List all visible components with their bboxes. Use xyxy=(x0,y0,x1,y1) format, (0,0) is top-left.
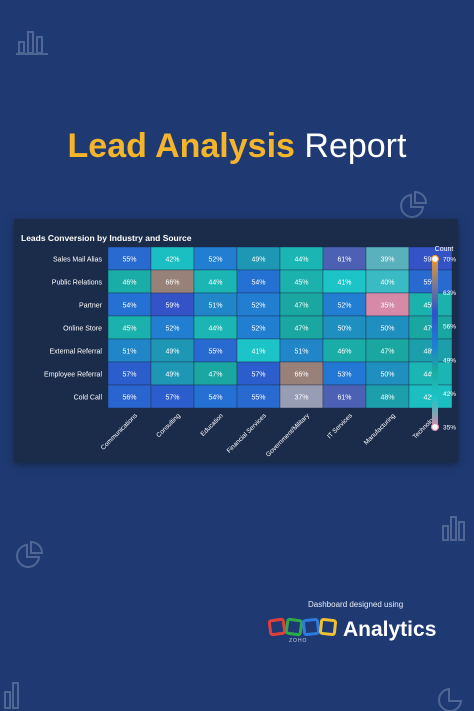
page-title-rest: Report xyxy=(304,127,407,165)
x-tick-label: Education xyxy=(200,412,226,438)
legend-tick-label: 42% xyxy=(443,391,456,398)
legend-tick-label: 49% xyxy=(443,357,456,364)
cell-value-label: 61% xyxy=(337,257,351,264)
cell-value-label: 54% xyxy=(251,280,265,287)
cell-value-label: 45% xyxy=(423,303,437,310)
cell-value-label: 54% xyxy=(208,395,222,402)
cell-value-label: 44% xyxy=(294,257,308,264)
cell-value-label: 44% xyxy=(208,326,222,333)
cell-value-label: 47% xyxy=(423,326,437,333)
cell-value-label: 52% xyxy=(337,303,351,310)
legend-min-handle xyxy=(430,422,440,432)
x-tick-label: Manufacturing xyxy=(363,412,397,446)
bar-chart-icon xyxy=(16,31,48,55)
page-title: Lead Analysis Report xyxy=(0,128,474,164)
cell-value-label: 40% xyxy=(380,280,394,287)
y-tick-label: Cold Call xyxy=(74,395,103,402)
cell-value-label: 55% xyxy=(423,280,437,287)
cell-value-label: 52% xyxy=(208,257,222,264)
chart-card: Leads Conversion by Industry and Source … xyxy=(14,219,458,463)
x-tick-label: Communications xyxy=(100,412,140,452)
cell-value-label: 55% xyxy=(122,257,136,264)
cell-value-label: 44% xyxy=(208,280,222,287)
y-tick-label: Online Store xyxy=(63,326,102,333)
cell-value-label: 51% xyxy=(294,349,308,356)
cell-value-label: 54% xyxy=(122,303,136,310)
analytics-brand: Analytics xyxy=(343,618,437,641)
cell-value-label: 49% xyxy=(165,349,179,356)
cell-value-label: 50% xyxy=(380,326,394,333)
cell-value-label: 55% xyxy=(208,349,222,356)
y-tick-label: Sales Mail Alias xyxy=(53,257,103,264)
cell-value-label: 37% xyxy=(294,395,308,402)
cell-value-label: 46% xyxy=(122,280,136,287)
x-tick-label: Government/Military xyxy=(265,412,312,459)
pie-chart-icon xyxy=(438,687,463,711)
cell-value-label: 66% xyxy=(294,372,308,379)
cell-value-label: 35% xyxy=(380,303,394,310)
cell-value-label: 45% xyxy=(122,326,136,333)
footer-caption: Dashboard designed using xyxy=(308,600,404,609)
legend-tick-label: 70% xyxy=(443,257,456,264)
cell-value-label: 55% xyxy=(251,395,265,402)
cell-value-label: 41% xyxy=(251,349,265,356)
legend-color-bar xyxy=(432,259,438,427)
cell-value-label: 45% xyxy=(294,280,308,287)
cell-value-label: 57% xyxy=(122,372,136,379)
x-tick-label: Financial Services xyxy=(226,412,269,455)
cell-value-label: 52% xyxy=(251,303,265,310)
legend-tick-label: 63% xyxy=(443,290,456,297)
cell-value-label: 66% xyxy=(165,280,179,287)
bar-chart-icon xyxy=(442,516,465,541)
cell-value-label: 50% xyxy=(380,372,394,379)
y-tick-label: Partner xyxy=(79,303,103,310)
legend-tick-label: 56% xyxy=(443,324,456,331)
page-title-highlight: Lead Analysis xyxy=(67,127,295,165)
legend-title: Count xyxy=(435,246,454,253)
zoho-wordmark: ZOHO xyxy=(289,638,308,644)
cell-value-label: 48% xyxy=(423,349,437,356)
cell-value-label: 47% xyxy=(294,326,308,333)
cell-value-label: 39% xyxy=(380,257,394,264)
cell-value-label: 57% xyxy=(251,372,265,379)
cell-value-label: 51% xyxy=(208,303,222,310)
cell-value-label: 41% xyxy=(337,280,351,287)
y-tick-label: Public Relations xyxy=(52,280,103,287)
chart-title: Leads Conversion by Industry and Source xyxy=(21,233,192,243)
heatmap-chart: Sales Mail Alias 55% 42% 52% 49% 44% 61% 39% 59%… xyxy=(44,246,456,459)
cell-value-label: 50% xyxy=(337,326,351,333)
cell-value-label: 53% xyxy=(337,372,351,379)
bar-chart-icon xyxy=(4,682,19,709)
cell-value-label: 52% xyxy=(251,326,265,333)
cell-value-label: 42% xyxy=(165,257,179,264)
cell-value-label: 44% xyxy=(423,372,437,379)
cell-value-label: 46% xyxy=(337,349,351,356)
cell-value-label: 59% xyxy=(423,257,437,264)
cell-value-label: 49% xyxy=(251,257,265,264)
y-tick-label: External Referral xyxy=(49,349,102,356)
x-tick-label: Consulting xyxy=(155,412,182,439)
heatmap-cell xyxy=(408,384,453,409)
cell-value-label: 56% xyxy=(122,395,136,402)
cell-value-label: 48% xyxy=(380,395,394,402)
cell-value-label: 47% xyxy=(208,372,222,379)
cell-value-label: 49% xyxy=(165,372,179,379)
zoho-logo xyxy=(268,617,337,637)
cell-value-label: 51% xyxy=(122,349,136,356)
cell-value-label: 52% xyxy=(165,326,179,333)
cell-value-label: 61% xyxy=(337,395,351,402)
cell-value-label: 42% xyxy=(423,395,437,402)
legend-tick-label: 35% xyxy=(443,425,456,432)
y-tick-label: Employee Referral xyxy=(44,372,102,379)
pie-chart-icon xyxy=(16,540,44,568)
cell-value-label: 47% xyxy=(380,349,394,356)
x-tick-label: IT Services xyxy=(326,412,354,440)
cell-value-label: 47% xyxy=(294,303,308,310)
cell-value-label: 59% xyxy=(165,303,179,310)
cell-value-label: 57% xyxy=(165,395,179,402)
legend-max-handle xyxy=(430,254,440,264)
pie-chart-icon xyxy=(400,190,428,218)
